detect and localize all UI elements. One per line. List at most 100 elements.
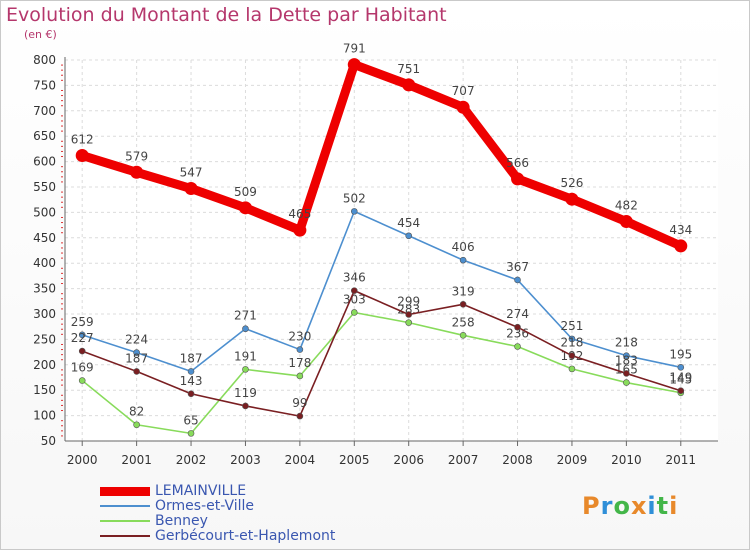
x-tick-label: 2000 — [67, 453, 98, 467]
data-point — [293, 223, 307, 237]
series-line — [81, 289, 682, 417]
chart-title: Evolution du Montant de la Dette par Hab… — [6, 4, 447, 26]
data-label: 274 — [506, 307, 529, 321]
proxiti-logo: Proxiti — [582, 492, 678, 520]
data-point — [514, 276, 521, 284]
data-point — [568, 352, 576, 359]
data-label: 218 — [615, 336, 638, 350]
data-label: 191 — [234, 349, 257, 363]
data-point — [511, 172, 525, 186]
data-point — [78, 331, 86, 339]
data-point — [623, 352, 630, 359]
data-label: 187 — [180, 351, 203, 365]
x-tick-label: 2005 — [339, 453, 370, 467]
x-tick-label: 2011 — [666, 453, 697, 467]
data-point — [242, 325, 249, 333]
data-point — [405, 319, 413, 326]
data-point — [565, 192, 579, 206]
data-label: 465 — [288, 207, 311, 221]
data-label: 183 — [615, 353, 638, 367]
series-line — [80, 60, 683, 251]
data-point — [619, 215, 633, 229]
data-label: 502 — [343, 191, 366, 205]
x-tick-label: 2010 — [611, 453, 642, 467]
data-point — [514, 323, 521, 331]
y-tick-label: 700 — [33, 104, 56, 118]
data-point — [674, 239, 688, 253]
data-point — [296, 412, 304, 420]
data-label: 751 — [397, 62, 420, 76]
x-tick-label: 2006 — [393, 453, 424, 467]
data-label: 251 — [561, 319, 584, 333]
data-label: 145 — [669, 373, 692, 387]
data-label: 258 — [452, 315, 475, 329]
data-label: 299 — [397, 295, 420, 309]
data-point — [296, 372, 304, 380]
logo-letter: t — [656, 492, 670, 520]
data-label: 259 — [71, 315, 94, 329]
data-point — [402, 78, 416, 92]
data-point — [350, 287, 358, 294]
data-point — [130, 165, 144, 179]
logo-letter: x — [630, 492, 648, 520]
y-tick-label: 200 — [33, 358, 56, 372]
data-label: 482 — [615, 199, 638, 213]
data-point — [514, 343, 521, 350]
legend-label: Benney — [155, 513, 208, 529]
data-point — [296, 346, 304, 353]
data-label: 271 — [234, 309, 257, 323]
y-tick-label: 350 — [33, 282, 56, 296]
plot-area — [65, 60, 718, 441]
x-tick-label: 2002 — [176, 453, 207, 467]
x-tick-label: 2008 — [502, 453, 533, 467]
data-label: 547 — [180, 166, 203, 180]
data-label: 165 — [615, 363, 638, 377]
y-tick-label: 400 — [33, 256, 56, 270]
data-point — [459, 332, 467, 339]
legend-swatch — [100, 505, 150, 507]
logo-letter: i — [669, 492, 679, 520]
data-label: 143 — [180, 374, 203, 388]
data-label: 82 — [129, 405, 144, 419]
data-point — [133, 368, 140, 375]
y-tick-label: 450 — [33, 231, 56, 245]
data-label: 319 — [452, 284, 475, 298]
data-label: 218 — [561, 336, 584, 350]
data-label: 526 — [561, 176, 584, 190]
x-tick-label: 2004 — [285, 453, 316, 467]
y-tick-label: 300 — [33, 307, 56, 321]
data-point — [78, 377, 86, 384]
x-tick-label: 2003 — [230, 453, 261, 467]
data-point — [677, 364, 685, 371]
x-tick-label: 2001 — [121, 453, 152, 467]
data-label: 367 — [506, 260, 529, 274]
logo-letter: i — [647, 492, 657, 520]
data-label: 169 — [71, 361, 94, 375]
logo-letter: P — [582, 492, 601, 520]
data-point — [405, 311, 413, 318]
data-label: 224 — [125, 333, 148, 347]
y-tick-label: 500 — [33, 205, 56, 219]
data-point — [187, 390, 195, 398]
data-point — [184, 182, 198, 196]
data-point — [133, 349, 140, 356]
data-label: 707 — [452, 84, 475, 98]
data-point — [78, 347, 86, 355]
data-point — [75, 149, 89, 163]
legend-label: Gerbécourt-et-Haplemont — [155, 528, 336, 544]
y-tick-label: 100 — [33, 409, 56, 423]
data-label: 65 — [183, 413, 198, 427]
data-point — [133, 421, 140, 429]
data-point — [238, 201, 252, 215]
y-tick-label: 550 — [33, 180, 56, 194]
data-point — [623, 379, 630, 386]
data-label: 454 — [397, 216, 420, 230]
data-label: 406 — [452, 240, 475, 254]
data-point — [677, 387, 685, 395]
y-tick-label: 50 — [41, 434, 56, 448]
data-point — [350, 208, 358, 215]
data-label: 187 — [125, 351, 148, 365]
data-label: 509 — [234, 185, 257, 199]
data-label: 612 — [71, 133, 94, 147]
